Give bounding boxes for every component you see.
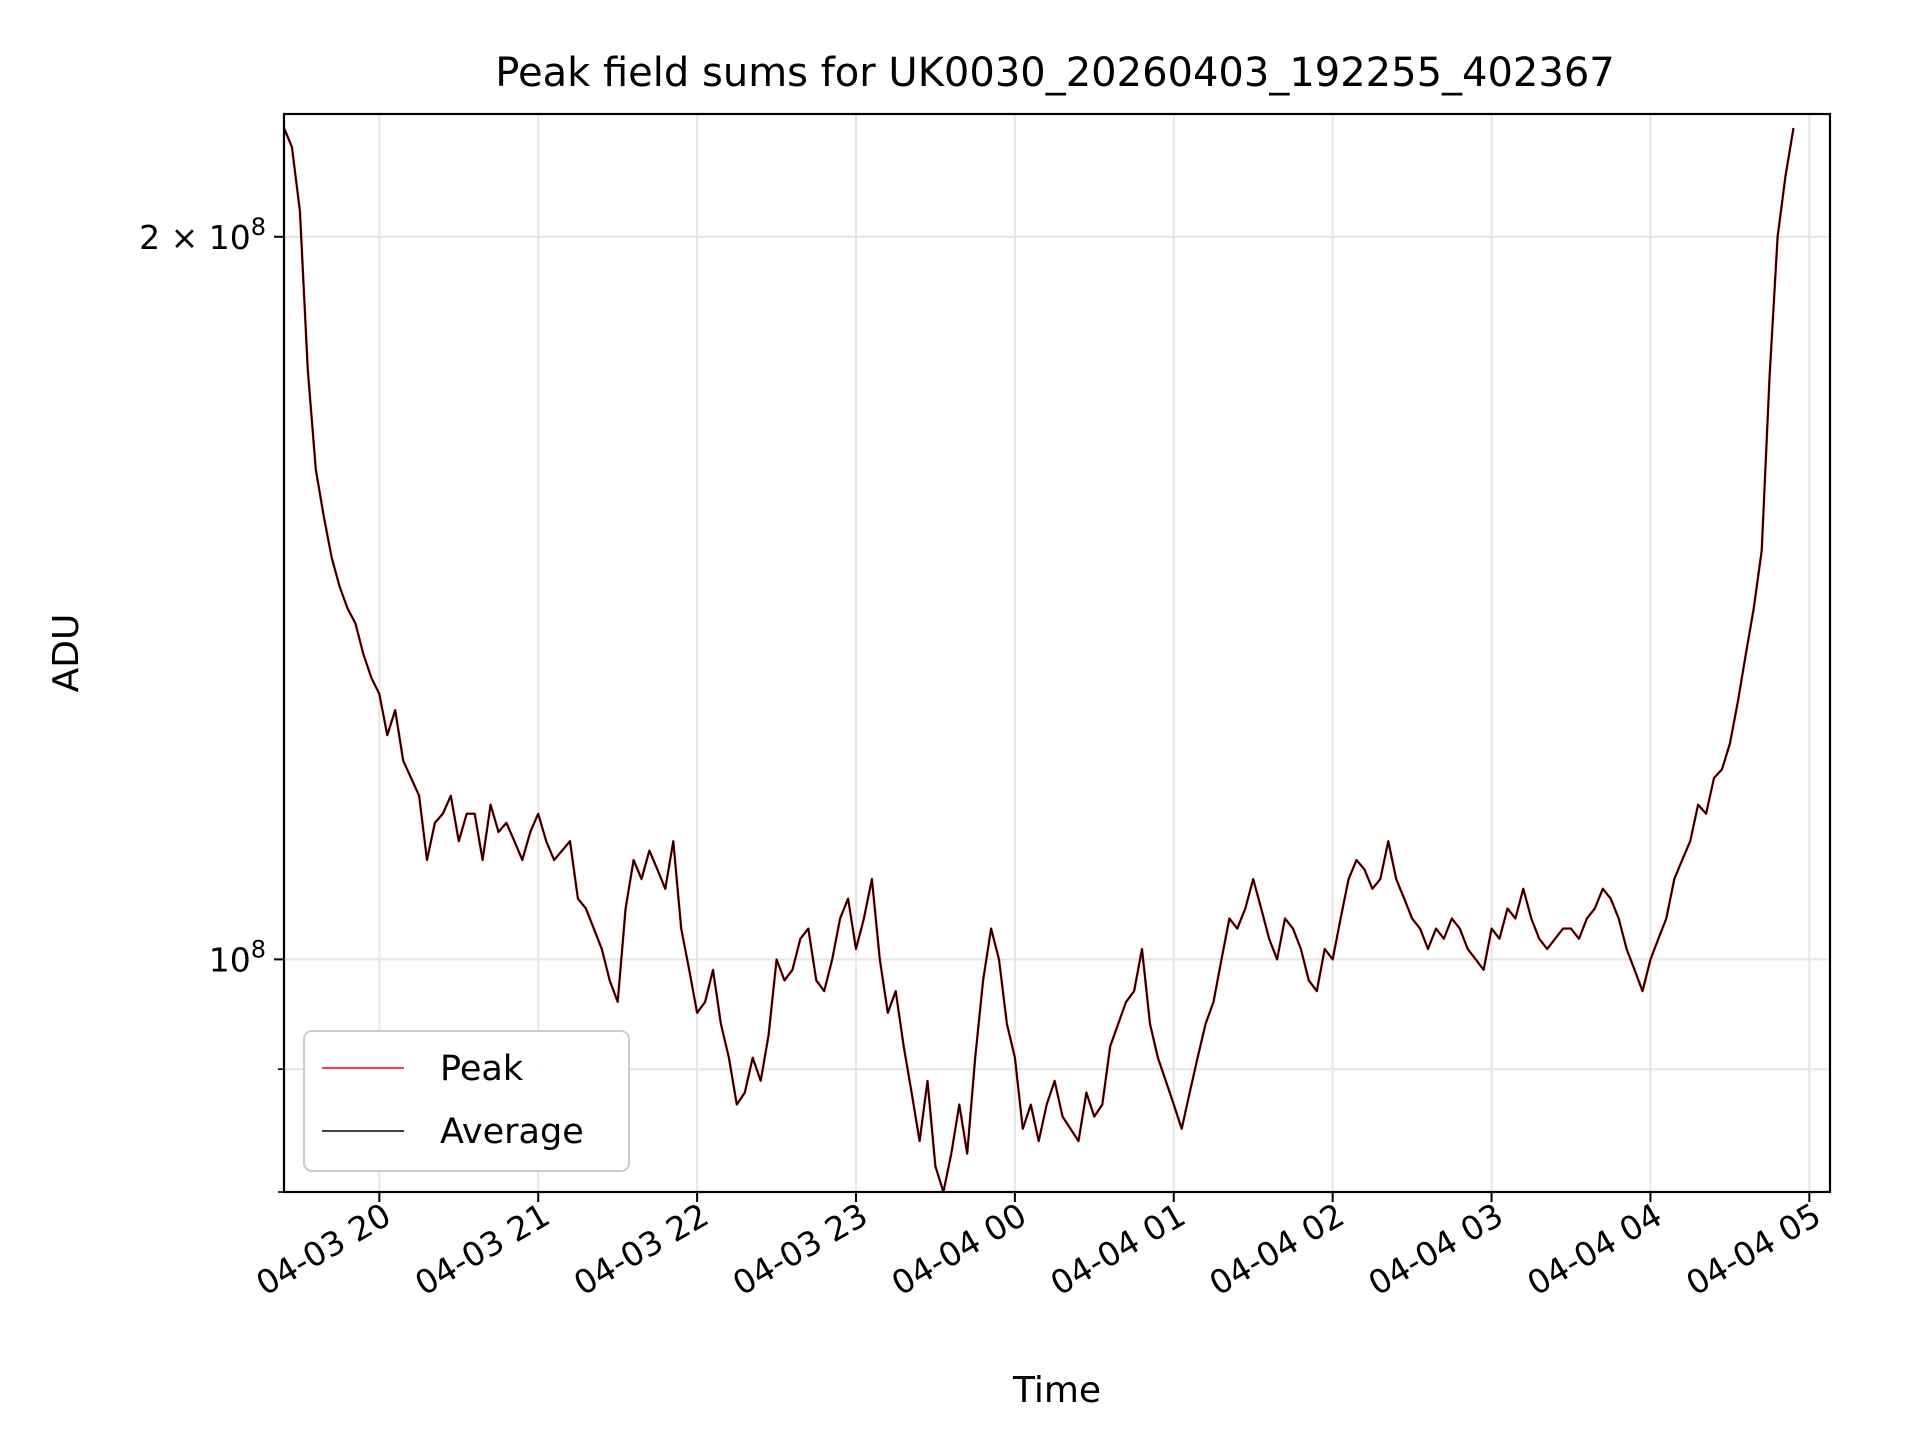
y-tick-label: 108 [209,935,266,979]
grid-layer [284,114,1830,1193]
legend-average-label: Average [440,1112,584,1152]
x-axis-label: Time [1012,1370,1101,1411]
series-layer [284,127,1795,1192]
y-axis-label: ADU [46,614,87,693]
y-tick-label: 2 × 108 [139,213,266,257]
chart-title: Peak field sums for UK0030_20260403_1922… [495,50,1614,96]
legend-box [303,1030,630,1172]
series-average-line [284,127,1795,1192]
legend: Peak Average [303,1030,630,1172]
plot-frame [282,112,1832,1194]
legend-peak-label: Peak [440,1049,524,1089]
